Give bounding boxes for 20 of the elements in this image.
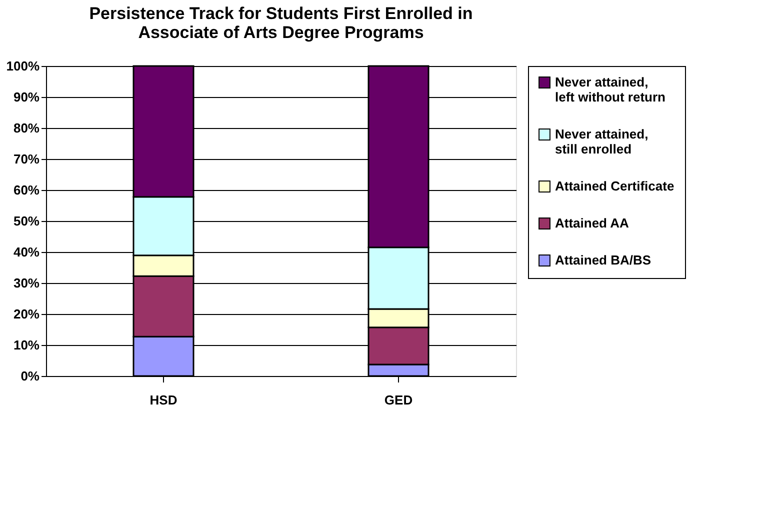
- y-tick-label: 60%: [13, 182, 40, 198]
- legend-label: Attained BA/BS: [555, 252, 652, 268]
- legend-label: Never attained, still enrolled: [555, 126, 648, 156]
- legend-label: Attained AA: [555, 216, 630, 230]
- y-tick-label: 90%: [13, 90, 40, 104]
- text: Associate of Arts Degree Programs: [138, 23, 424, 42]
- y-tick-label: 100%: [6, 58, 40, 74]
- y-tick-label: 50%: [13, 214, 40, 228]
- text: Persistence Track for Students First Enrolled in: [89, 4, 473, 23]
- y-tick-label: 30%: [13, 276, 40, 290]
- legend-label: Never attained, left without return: [555, 74, 666, 104]
- y-tick-label: 20%: [13, 306, 40, 322]
- y-tick-label: 70%: [13, 152, 40, 166]
- y-tick-label: 40%: [13, 244, 40, 260]
- x-tick-label: HSD: [150, 392, 178, 408]
- y-tick-label: 10%: [13, 338, 40, 352]
- y-tick-label: 0%: [20, 368, 40, 384]
- legend-label: Attained Certificate: [555, 178, 674, 194]
- x-tick-label: GED: [384, 392, 413, 408]
- y-tick-label: 80%: [13, 120, 40, 136]
